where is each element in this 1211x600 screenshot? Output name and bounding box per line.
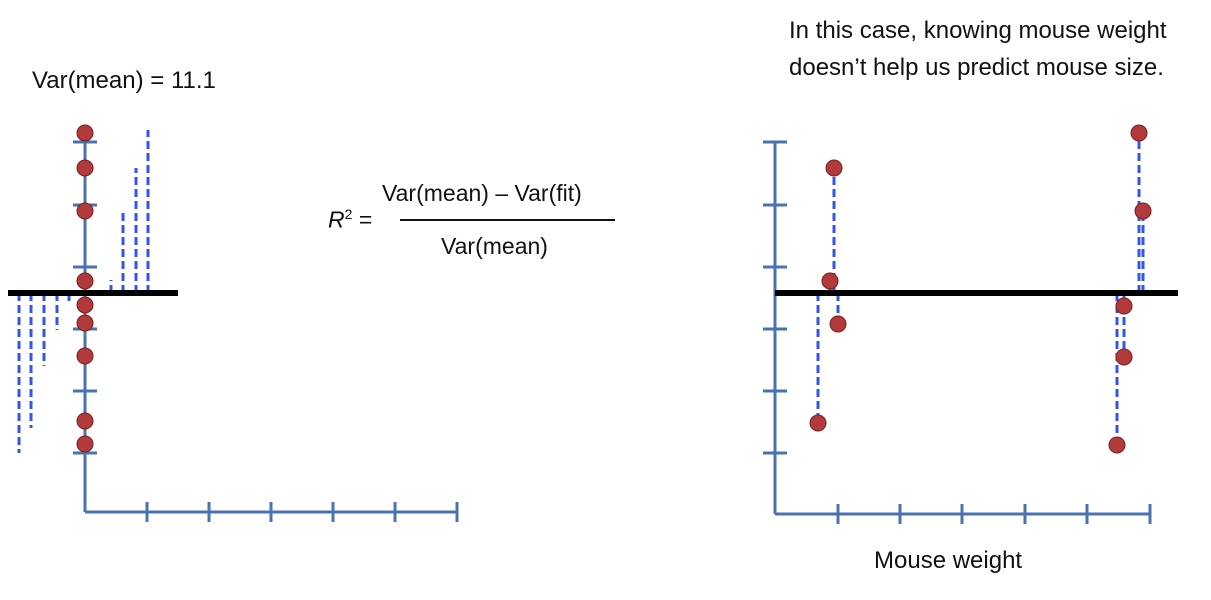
data-point [76, 159, 94, 177]
data-point [1134, 202, 1152, 220]
data-point [76, 412, 94, 430]
data-point [76, 314, 94, 332]
r-symbol: R [328, 206, 345, 233]
data-point [76, 124, 94, 142]
var-mean-label: Var(mean) = 11.1 [32, 67, 216, 94]
caption: In this case, knowing mouse weight doesn… [789, 17, 1167, 81]
exponent: 2 [344, 206, 353, 222]
fraction-bar [400, 219, 615, 221]
denominator: Var(mean) [441, 233, 548, 259]
data-point [1115, 297, 1133, 315]
data-point [1115, 348, 1133, 366]
data-point [1108, 436, 1126, 454]
x-axis-label: Mouse weight [874, 547, 1023, 574]
numerator: Var(mean) – Var(fit) [382, 180, 582, 206]
data-point [809, 414, 827, 432]
data-point [821, 272, 839, 290]
data-point [76, 272, 94, 290]
data-point [76, 435, 94, 453]
data-point [1130, 124, 1148, 142]
data-point [76, 202, 94, 220]
data-point [829, 315, 847, 333]
equals: = [358, 206, 373, 233]
data-point [825, 159, 843, 177]
data-point [76, 347, 94, 365]
data-point [76, 296, 94, 314]
